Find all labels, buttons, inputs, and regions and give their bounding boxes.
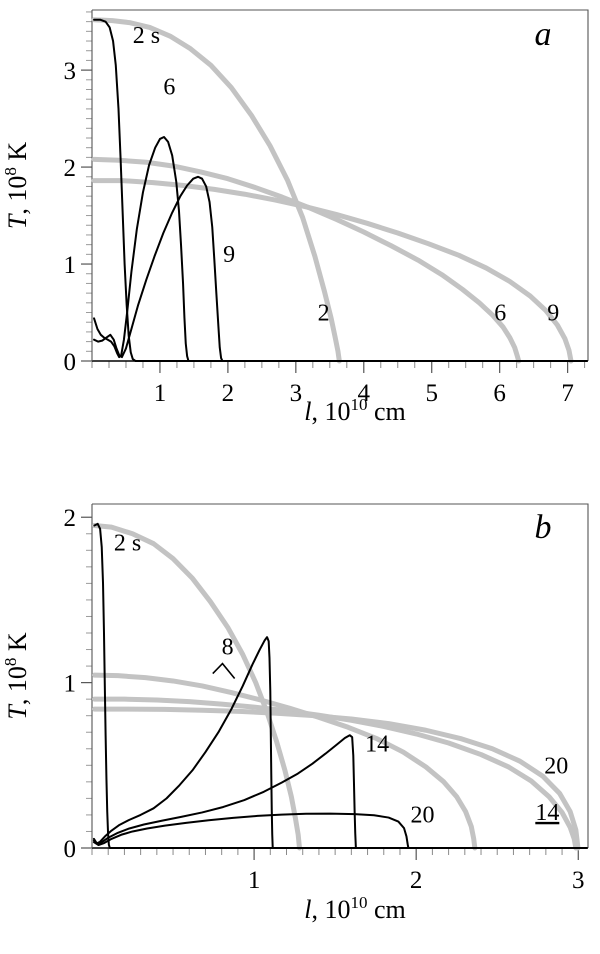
label-14-gray: 14 <box>535 800 559 826</box>
y-tick-label: 3 <box>64 58 77 85</box>
label-6-dark: 6 <box>163 74 175 100</box>
y-axis-title-unit: K <box>3 142 32 168</box>
y-tick-label: 0 <box>64 836 77 863</box>
curve-14 <box>92 734 588 849</box>
curve-labels-b: 2 s 8 14 20 20 14 <box>114 530 568 828</box>
panel-letter-b: b <box>535 509 552 546</box>
curve-2-s <box>93 522 588 849</box>
x-axis-title: l, 1010 cm <box>304 395 406 426</box>
curve-20 <box>91 696 579 851</box>
x-axis-title-exponent: 10 <box>350 395 367 414</box>
y-axis-title-mantissa: 10 <box>3 666 32 692</box>
x-axis-title-var: l <box>304 895 311 924</box>
x-axis-title: l, 1010 cm <box>304 893 406 924</box>
label-20-dark: 20 <box>411 802 435 828</box>
label-8-dark: 8 <box>222 635 234 661</box>
y-axis-title-exponent: 8 <box>1 167 20 176</box>
x-tick-label: 4 <box>358 380 371 407</box>
curve-20 <box>92 812 588 849</box>
y-axis-title-mantissa: 10 <box>3 176 32 202</box>
y-tick-label: 0 <box>64 349 77 376</box>
curves-a <box>91 17 588 364</box>
x-tick-label: 3 <box>572 867 585 894</box>
curve-8 <box>92 636 588 849</box>
y-axis-title-var: T <box>3 213 32 229</box>
label-2s-dark: 2 s <box>114 530 141 556</box>
curve-2-s <box>93 18 588 362</box>
curve-6 <box>93 136 588 362</box>
x-tick-label: 2 <box>222 380 235 407</box>
curve-8 <box>91 523 302 851</box>
curve-9 <box>93 175 588 362</box>
curve-20b <box>91 706 581 851</box>
x-tick-label: 6 <box>493 380 506 407</box>
x-axis-title-exponent: 10 <box>350 893 367 912</box>
x-axis-title-var: l <box>304 397 311 426</box>
curve-2 <box>91 17 342 364</box>
label-2s-dark: 2 s <box>133 23 160 49</box>
y-tick-label: 1 <box>64 671 77 698</box>
curve-6 <box>91 156 522 364</box>
x-tick-label: 1 <box>248 867 261 894</box>
x-tick-label: 5 <box>425 380 438 407</box>
x-tick-label: 2 <box>410 867 423 894</box>
plot-frame <box>92 503 589 848</box>
axis-group-a: 0 1 2 3 1 2 3 4 5 6 7 <box>64 9 589 407</box>
y-axis-title-sep: , <box>3 202 32 215</box>
label-9-gray: 9 <box>547 300 559 326</box>
x-axis-title-sep: , <box>311 397 324 426</box>
x-axis-title-unit: cm <box>367 895 405 924</box>
x-tick-label: 3 <box>290 380 303 407</box>
x-axis-title-unit: cm <box>367 397 405 426</box>
x-tick-label: 1 <box>154 380 167 407</box>
y-axis-title: T, 108 K <box>1 142 32 229</box>
y-axis-title: T, 108 K <box>1 632 32 719</box>
x-axis-title-sep: , <box>311 895 324 924</box>
y-tick-label: 2 <box>64 155 77 182</box>
y-tick-label: 2 <box>64 505 77 532</box>
y-tick-label: 1 <box>64 252 77 279</box>
y-axis-title-var: T <box>3 704 32 720</box>
x-axis-title-mantissa: 10 <box>324 895 350 924</box>
label-2-gray: 2 <box>318 300 330 326</box>
panel-letter-a: a <box>535 16 552 53</box>
curves-b <box>91 522 588 851</box>
x-axis-title-mantissa: 10 <box>324 397 350 426</box>
y-axis-title-sep: , <box>3 692 32 705</box>
curve-14 <box>91 672 478 851</box>
leader-8 <box>212 662 236 679</box>
label-9-dark: 9 <box>223 242 235 268</box>
y-axis-title-exponent: 8 <box>1 658 20 667</box>
label-14-dark: 14 <box>365 731 389 757</box>
curve-9 <box>91 178 574 364</box>
label-20-gray: 20 <box>544 754 568 780</box>
x-tick-label: 7 <box>561 380 574 407</box>
y-axis-title-unit: K <box>3 632 32 658</box>
plot-frame <box>92 9 589 361</box>
label-6-gray: 6 <box>494 300 506 326</box>
